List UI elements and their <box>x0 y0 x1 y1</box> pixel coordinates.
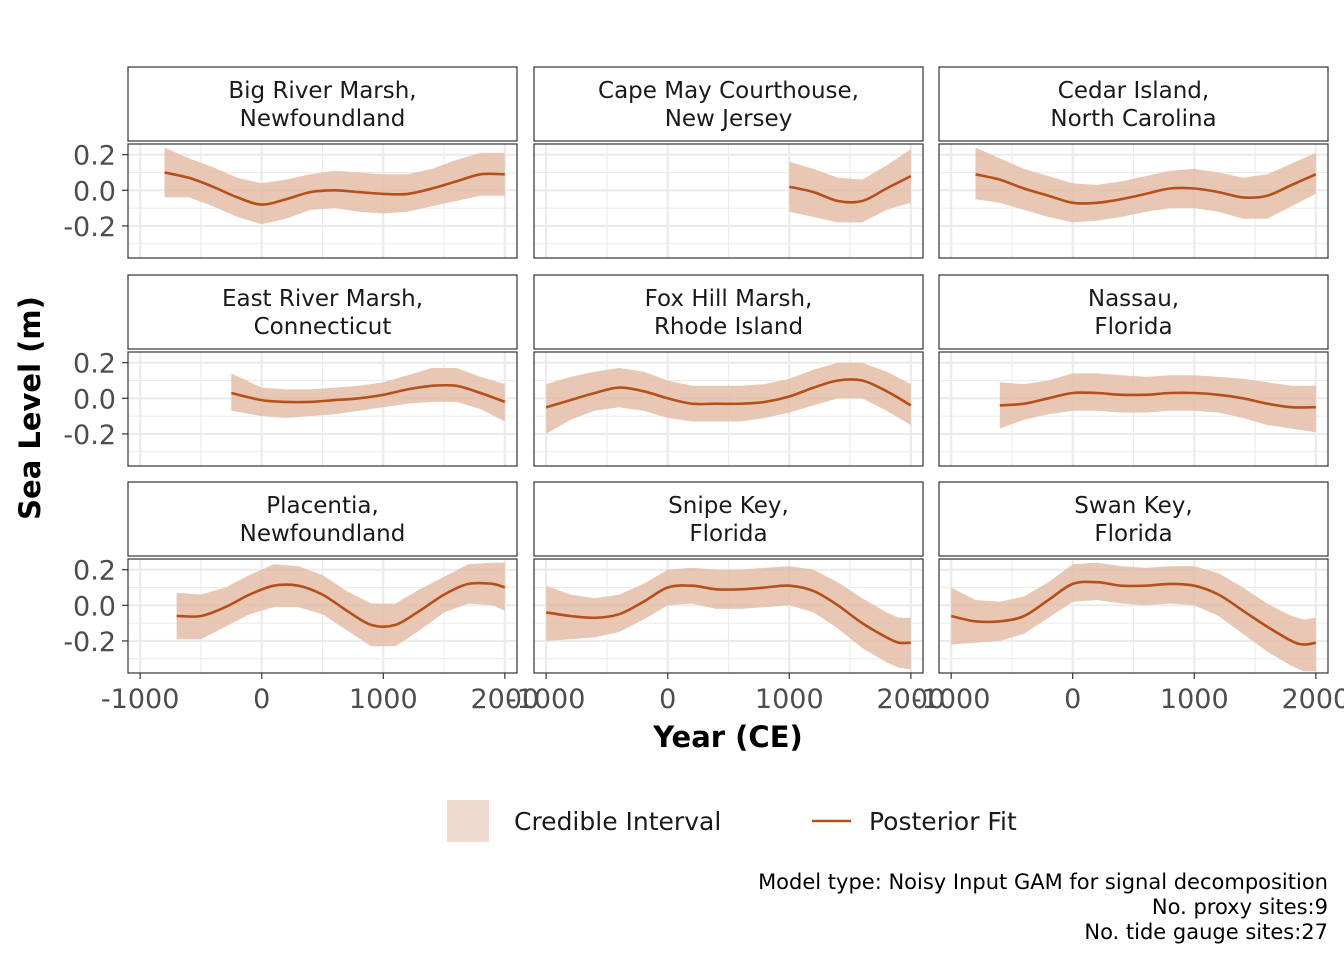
panel-border <box>127 351 518 467</box>
facet-title-line: Swan Key, <box>1074 493 1192 519</box>
credible-interval-ribbon <box>546 566 911 670</box>
x-tick-label: -1000 <box>507 684 585 715</box>
facet-panel: Big River Marsh,Newfoundland 0.2 0.0 -0.2 <box>63 66 518 259</box>
credible-interval-ribbon <box>176 562 505 647</box>
posterior-fit-line <box>545 378 912 409</box>
posterior-fit-line <box>164 171 505 206</box>
y-tick-label: 0.2 <box>73 349 116 380</box>
panel-border <box>127 143 518 259</box>
facet-panel: Nassau,Florida <box>938 274 1329 467</box>
y-tick-label: 0.2 <box>73 556 116 587</box>
x-tick-label: 0 <box>659 684 676 715</box>
facet-title-line: Florida <box>1094 521 1172 547</box>
panel-border <box>938 143 1329 259</box>
x-tick-label: 0 <box>253 684 270 715</box>
credible-interval-ribbon <box>975 147 1316 223</box>
y-tick-label: 0.0 <box>73 176 116 207</box>
facet-title-line: Cape May Courthouse, <box>598 78 859 104</box>
legend-key-credible-interval <box>447 800 489 842</box>
facet-strip <box>938 274 1329 350</box>
facet-title-line: Big River Marsh, <box>228 78 416 104</box>
facet-title-line: Nassau, <box>1088 286 1179 312</box>
credible-interval-ribbon <box>951 562 1316 672</box>
panel-border <box>938 558 1329 674</box>
credible-interval-ribbon <box>164 147 505 225</box>
x-tick-label: 0 <box>1064 684 1081 715</box>
panel-border <box>533 143 924 259</box>
facet-title-line: North Carolina <box>1050 106 1216 132</box>
facet-title-line: Connecticut <box>254 314 392 340</box>
facet-title-line: Newfoundland <box>240 106 406 132</box>
facet-strip <box>127 274 518 350</box>
facet-title-line: Rhode Island <box>654 314 803 340</box>
facet-title-line: Placentia, <box>266 493 379 519</box>
facet-title-line: East River Marsh, <box>222 286 423 312</box>
posterior-fit-line <box>950 580 1317 646</box>
x-tick-label: 1000 <box>349 684 418 715</box>
caption-line: Model type: Noisy Input GAM for signal d… <box>758 870 1328 894</box>
x-tick-label: 2000 <box>876 684 945 715</box>
posterior-fit-line <box>546 584 911 645</box>
x-tick-label: 1000 <box>1160 684 1229 715</box>
facet-panel: Swan Key,Florida -1000 0 1000 2000 <box>912 481 1344 715</box>
facet-panel: Fox Hill Marsh,Rhode Island <box>533 274 924 467</box>
credible-interval-ribbon <box>546 362 911 434</box>
facet-title-line: Snipe Key, <box>668 493 789 519</box>
facet-title-line: Florida <box>1094 314 1172 340</box>
credible-interval-ribbon <box>999 373 1316 433</box>
caption-line: No. tide gauge sites:27 <box>1084 920 1328 944</box>
posterior-fit-line <box>231 383 506 404</box>
panel-border <box>938 351 1329 467</box>
x-tick-label: 1000 <box>755 684 824 715</box>
y-tick-label: -0.2 <box>63 420 116 451</box>
credible-interval-ribbon <box>231 368 505 422</box>
facet-strip <box>533 481 924 557</box>
facet-strip <box>127 481 518 557</box>
panel-border <box>127 558 518 674</box>
facet-strip <box>938 481 1329 557</box>
legend-label-posterior-fit: Posterior Fit <box>869 807 1017 836</box>
x-tick-label: -1000 <box>912 684 990 715</box>
y-tick-label: -0.2 <box>63 627 116 658</box>
facet-panel: Snipe Key,Florida -1000 0 1000 2000 <box>507 481 945 715</box>
facet-title-line: Newfoundland <box>240 521 406 547</box>
facet-strip <box>533 66 924 142</box>
x-tick-label: -1000 <box>101 684 179 715</box>
panel-border <box>533 351 924 467</box>
facet-panel: East River Marsh,Connecticut 0.2 0.0 -0.2 <box>63 274 518 467</box>
posterior-fit-line <box>176 581 506 628</box>
x-axis-title: Year (CE) <box>652 720 803 754</box>
facet-strip <box>533 274 924 350</box>
y-tick-label: -0.2 <box>63 212 116 243</box>
credible-interval-ribbon <box>789 149 911 223</box>
facet-title-line: Florida <box>689 521 767 547</box>
posterior-fit-line <box>975 173 1317 205</box>
facet-strip <box>127 66 518 142</box>
posterior-fit-line <box>789 174 912 204</box>
facet-title-line: Fox Hill Marsh, <box>645 286 813 312</box>
facet-panel: Placentia,Newfoundland 0.2 0.0 -0.2 -1000 0 10… <box>63 481 539 715</box>
y-axis-title: Sea Level (m) <box>13 296 47 520</box>
facet-strip <box>938 66 1329 142</box>
y-tick-label: 0.0 <box>73 591 116 622</box>
x-tick-label: 2000 <box>1281 684 1344 715</box>
facet-panel: Cedar Island,North Carolina <box>938 66 1329 259</box>
panel-border <box>533 558 924 674</box>
facet-panel: Cape May Courthouse,New Jersey <box>533 66 924 259</box>
caption-line: No. proxy sites:9 <box>1152 895 1328 919</box>
facet-title-line: New Jersey <box>665 106 793 132</box>
legend: Credible Interval Posterior Fit <box>447 800 1017 842</box>
legend-label-credible-interval: Credible Interval <box>514 807 721 836</box>
facet-title-line: Cedar Island, <box>1058 78 1209 104</box>
y-tick-label: 0.0 <box>73 384 116 415</box>
posterior-fit-line <box>999 391 1316 409</box>
x-tick-label: 2000 <box>470 684 539 715</box>
y-tick-label: 0.2 <box>73 141 116 172</box>
